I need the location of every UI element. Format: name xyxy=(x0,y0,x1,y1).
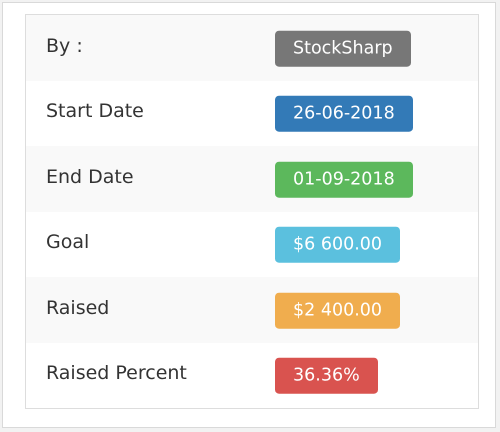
raised-label: Raised xyxy=(46,296,110,319)
author-badge: StockSharp xyxy=(275,30,411,67)
goal-badge: $6 600.00 xyxy=(275,226,401,263)
campaign-info-table: By : StockSharp Start Date 26-06-2018 En… xyxy=(25,14,479,409)
start-date-badge: 26-06-2018 xyxy=(275,95,413,132)
goal-label: Goal xyxy=(46,231,90,254)
start-date-label: Start Date xyxy=(46,100,144,123)
end-date-label: End Date xyxy=(46,165,134,188)
details-panel: By : StockSharp Start Date 26-06-2018 En… xyxy=(2,2,496,428)
row-raised-percent: Raised Percent 36.36% xyxy=(26,342,478,408)
end-date-badge: 01-09-2018 xyxy=(275,161,413,198)
row-end-date: End Date 01-09-2018 xyxy=(26,146,478,212)
raised-percent-badge: 36.36% xyxy=(275,357,378,394)
by-label: By : xyxy=(46,34,83,57)
raised-badge: $2 400.00 xyxy=(275,292,401,329)
raised-percent-label: Raised Percent xyxy=(46,362,187,385)
row-by: By : StockSharp xyxy=(26,15,478,81)
row-raised: Raised $2 400.00 xyxy=(26,277,478,343)
row-start-date: Start Date 26-06-2018 xyxy=(26,80,478,146)
row-goal: Goal $6 600.00 xyxy=(26,211,478,277)
